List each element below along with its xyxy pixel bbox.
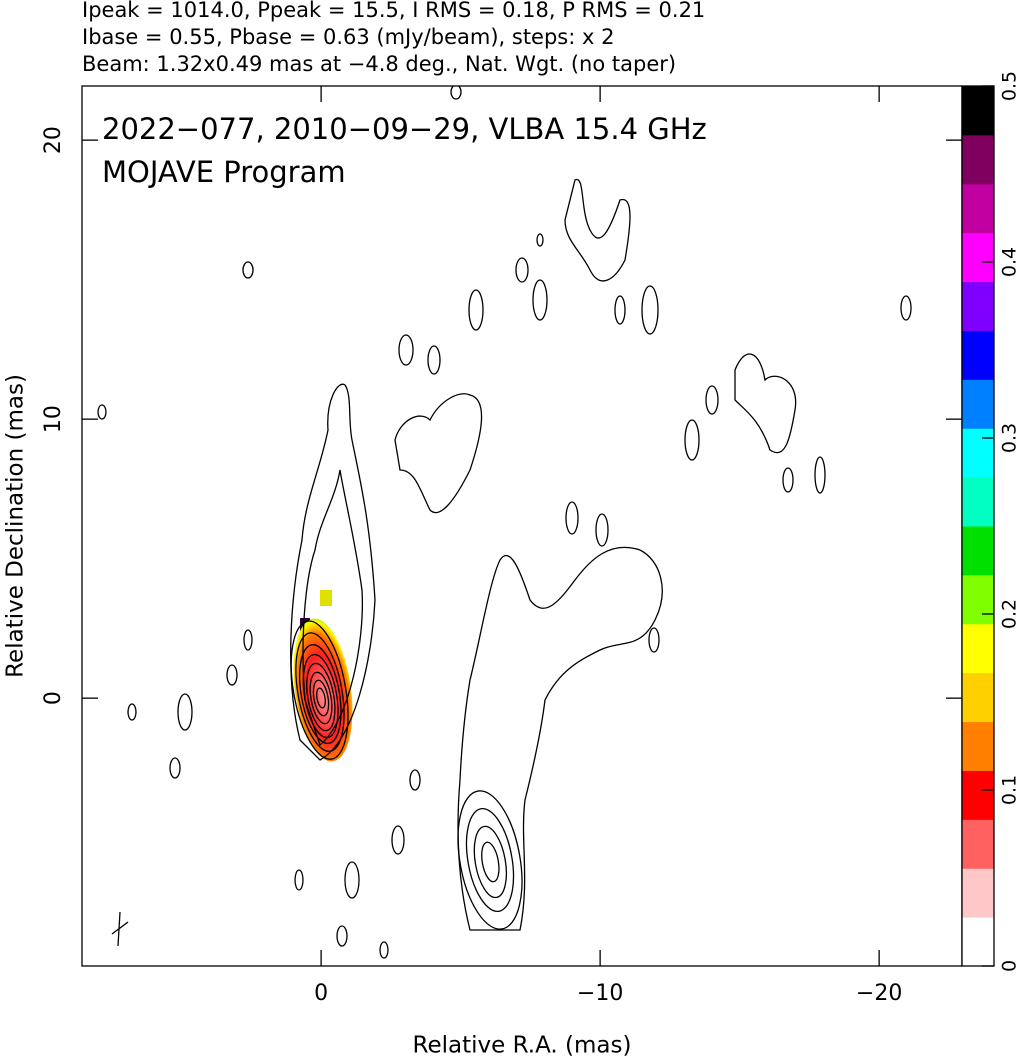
header-line: Ibase = 0.55, Pbase = 0.63 (mJy/beam), s… [82,25,614,49]
colorbar-band [962,232,994,283]
colorbar-band [962,819,994,869]
x-axis-label: Relative R.A. (mas) [413,1033,632,1059]
x-tick-label: −10 [577,981,623,1006]
colorbar-band [962,868,994,918]
x-tick-label: −20 [856,981,902,1006]
colorbar-tick-label: 0.3 [999,423,1021,453]
y-axis-label: Relative Declination (mas) [3,374,29,678]
colorbar-band [962,281,994,331]
colorbar-band [962,721,994,771]
header-line: Beam: 1.32x0.49 mas at −4.8 deg., Nat. W… [82,52,676,76]
plot-frame [81,85,963,967]
colorbar-tick-label: 0.2 [999,599,1021,629]
colorbar-band [962,428,994,478]
header-line: Ipeak = 1014.0, Ppeak = 15.5, I RMS = 0.… [82,0,705,22]
y-tick-label: 0 [41,691,66,705]
y-tick-label: 10 [41,405,66,433]
colorbar-band [962,134,994,185]
colorbar-band [962,574,994,625]
colorbar-band [962,330,994,380]
colorbar-band [962,917,994,967]
colorbar-band [962,526,994,576]
colorbar-frame [961,85,995,967]
colorbar-tick-label: 0.1 [999,775,1021,805]
colorbar-tick-label: 0 [999,960,1021,972]
colorbar-tick-label: 0.5 [999,71,1021,101]
y-tick-label: 20 [41,126,66,154]
x-tick-label: 0 [314,981,328,1006]
colorbar-band [962,183,994,234]
annotation: MOJAVE Program [102,155,346,189]
annotation: 2022−077, 2010−09−29, VLBA 15.4 GHz [102,112,707,146]
colorbar-band [962,477,994,527]
colorbar-tick-label: 0.4 [999,247,1021,277]
contour-map [97,86,912,959]
colorbar-band [962,379,994,429]
colorbar-band [962,623,994,674]
colorbar-band [962,672,994,723]
colorbar-band [962,770,994,820]
colorbar-band [962,86,994,136]
